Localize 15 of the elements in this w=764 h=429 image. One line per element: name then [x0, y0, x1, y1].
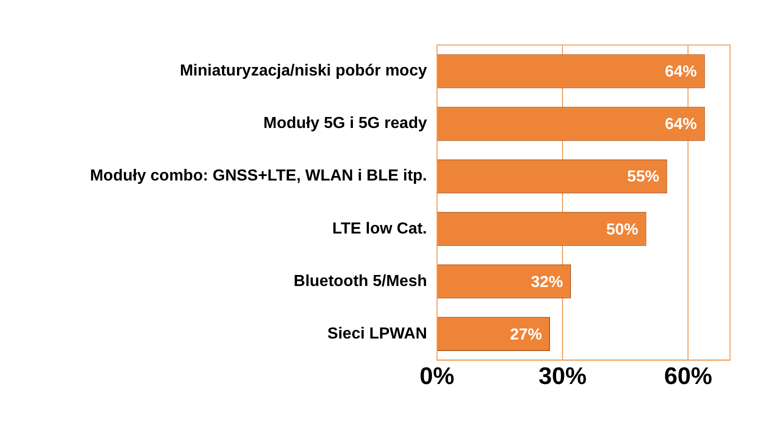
data-label: 64%	[664, 64, 697, 81]
x-tick-label: 30%	[538, 363, 587, 390]
y-tick-label: Moduły 5G i 5G ready	[263, 115, 428, 132]
data-label: 27%	[510, 326, 542, 344]
data-label: 50%	[606, 221, 638, 238]
x-tick-label: 0%	[420, 363, 454, 390]
y-tick-label: Sieci LPWAN	[327, 325, 427, 342]
y-tick-label: Miniaturyzacja/niski pobór mocy	[180, 62, 428, 80]
x-tick-label: 60%	[664, 363, 712, 390]
data-label: 32%	[530, 274, 563, 291]
y-tick-label: Bluetooth 5/Mesh	[294, 272, 427, 290]
data-label: 55%	[627, 168, 660, 186]
data-label: 64%	[664, 116, 697, 134]
y-tick-label: Moduły combo: GNSS+LTE, WLAN i BLE itp.	[90, 168, 427, 185]
y-tick-label: LTE low Cat.	[332, 220, 427, 238]
